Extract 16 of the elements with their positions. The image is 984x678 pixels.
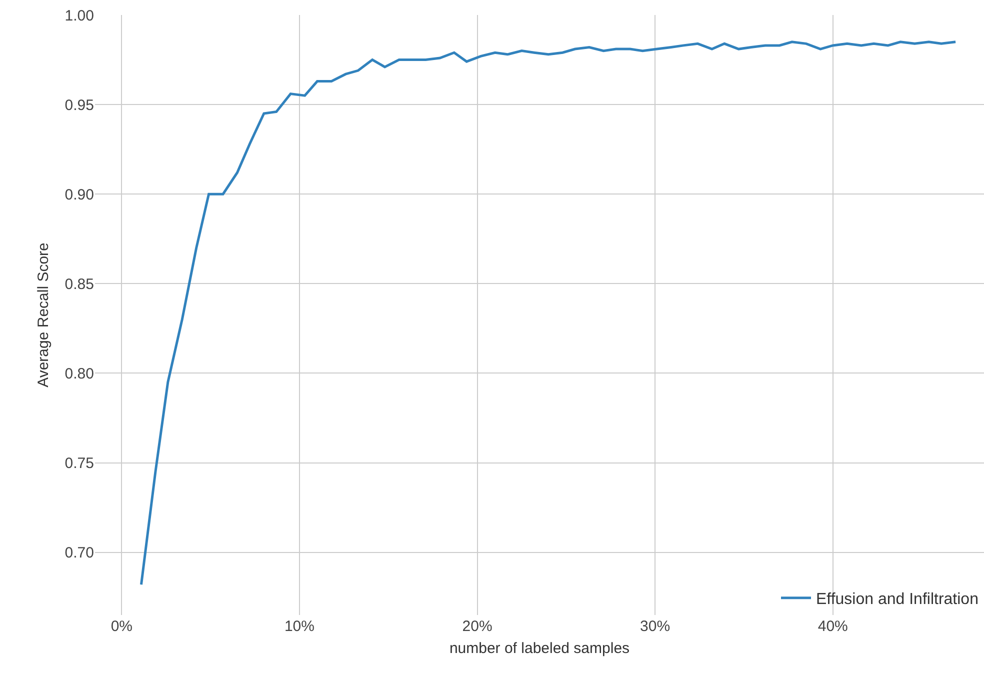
x-tick-label: 10% [284,618,314,635]
y-tick-label: 0.75 [64,455,94,472]
line-series [140,40,957,586]
legend-label: Effusion and Infiltration [816,591,978,608]
x-tick-label: 0% [110,618,133,635]
y-tick-label: 0.70 [64,544,94,562]
y-tick-label: 1.00 [64,7,94,24]
y-tick-label: 0.95 [64,96,94,114]
y-tick-label: 0.90 [64,186,94,204]
x-tick-label: 40% [818,618,848,635]
x-tick-label: 20% [462,618,492,635]
x-tick-label: 30% [640,618,670,635]
y-tick-label: 0.80 [64,365,94,382]
x-axis-title: number of labeled samples [449,640,630,657]
y-tick-label: 0.85 [64,276,94,293]
y-axis-title: Average Recall Score [35,242,52,388]
